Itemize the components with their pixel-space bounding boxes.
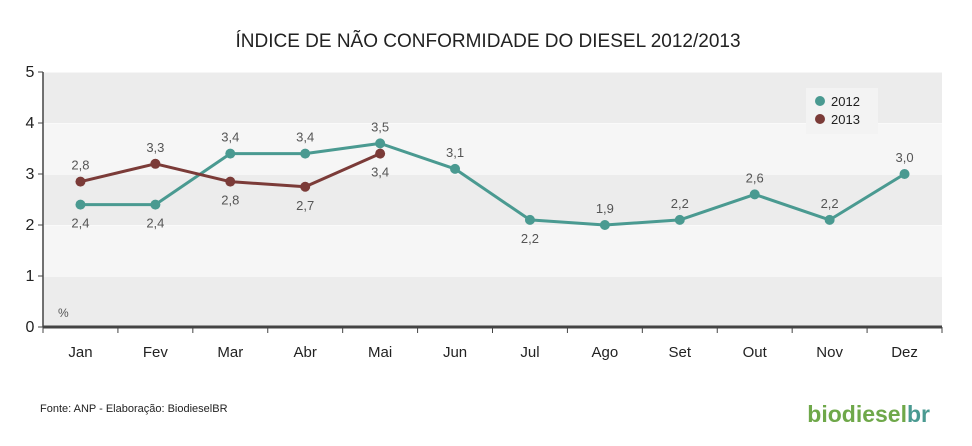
data-point (225, 176, 236, 187)
legend-label: 2013 (831, 112, 860, 127)
x-tick-label: Dez (891, 344, 918, 361)
legend-marker (815, 96, 825, 106)
grid-band (43, 123, 942, 174)
grid-band (43, 174, 942, 225)
y-tick-label: 5 (26, 64, 35, 81)
x-tick-label: Jul (520, 344, 539, 361)
data-point (375, 138, 386, 149)
data-point (300, 148, 311, 159)
data-label: 2,6 (746, 170, 764, 185)
y-tick-label: 4 (26, 115, 35, 132)
brand-logo-suffix: br (907, 401, 930, 427)
data-label: 2,8 (71, 158, 89, 173)
data-label: 2,2 (521, 231, 539, 246)
data-point (599, 220, 610, 230)
x-tick-label: Nov (816, 344, 843, 361)
x-tick-label: Jan (68, 344, 92, 361)
data-point (524, 214, 535, 225)
x-tick-label: Ago (592, 344, 619, 361)
data-label: 3,4 (296, 130, 314, 145)
y-tick-label: 0 (26, 319, 35, 336)
data-label: 3,4 (371, 165, 389, 180)
data-point (150, 158, 161, 169)
legend-label: 2012 (831, 94, 860, 109)
data-label: 3,0 (896, 150, 914, 165)
data-point (75, 199, 86, 210)
data-label: 3,4 (221, 130, 239, 145)
x-axis: Jan Fev Mar Abr Mai Jun Jul Ago Set Out Nov Dez (42, 325, 943, 361)
data-label: 2,2 (821, 196, 839, 211)
legend: 2012 2013 (806, 88, 878, 134)
chart-title: ÍNDICE DE NÃO CONFORMIDADE DO DIESEL 201… (235, 30, 740, 52)
x-tick-label: Set (669, 344, 692, 361)
y-tick-label: 2 (26, 217, 35, 234)
data-point (75, 176, 86, 187)
legend-marker (815, 114, 825, 124)
series-line (80, 141, 906, 227)
data-point (674, 214, 685, 225)
data-point (899, 169, 910, 179)
legend-box (806, 88, 878, 134)
x-tick-label: Fev (143, 344, 169, 361)
data-label: 3,1 (446, 145, 464, 160)
data-labels: 2,4 2,4 3,4 3,4 3,5 3,1 2,2 1,9 2,2 2,6 2,2 3,0 2,8 3… (71, 119, 913, 246)
data-label: 2,7 (296, 198, 314, 213)
series-group (75, 138, 910, 230)
data-point (824, 214, 835, 225)
x-tick-label: Jun (443, 344, 467, 361)
data-label: 3,3 (146, 140, 164, 155)
y-tick-label: 3 (26, 166, 35, 183)
data-point (749, 189, 760, 200)
source-note: Fonte: ANP - Elaboração: BiodieselBR (40, 403, 228, 415)
data-label: 1,9 (596, 201, 614, 216)
x-tick-label: Out (743, 344, 768, 361)
data-label: 2,4 (146, 216, 164, 231)
data-point (450, 163, 461, 174)
x-tick-label: Mar (217, 344, 243, 361)
data-point (300, 181, 311, 192)
plot-background (43, 71, 942, 327)
data-label: 3,5 (371, 119, 389, 134)
y-tick-label: 1 (26, 268, 35, 285)
data-point (375, 148, 386, 159)
x-tick-label: Mai (368, 344, 392, 361)
grid-band (43, 225, 942, 276)
brand-logo-main: biodiesel (807, 401, 907, 427)
data-label: 2,8 (221, 193, 239, 208)
data-label: 2,2 (671, 196, 689, 211)
data-point (225, 148, 236, 159)
unit-label: % (58, 306, 69, 320)
data-label: 2,4 (71, 216, 89, 231)
x-tick-label: Abr (294, 344, 317, 361)
data-point (150, 199, 161, 210)
brand-logo: biodieselbr (807, 401, 930, 427)
grid-band (43, 276, 942, 327)
grid-band (43, 72, 942, 123)
y-axis: 0 1 2 3 4 5 (26, 64, 44, 336)
